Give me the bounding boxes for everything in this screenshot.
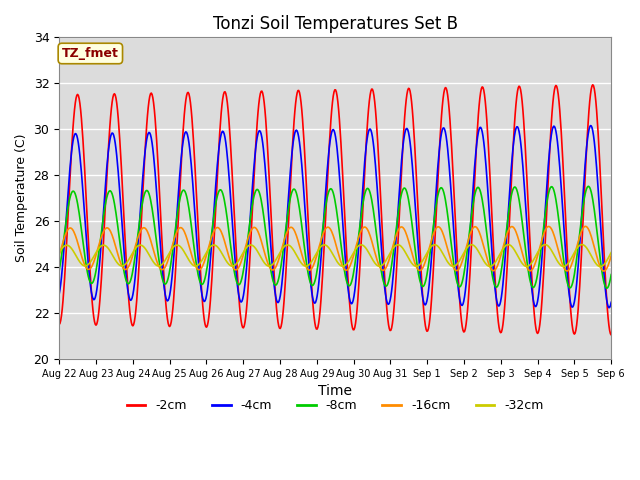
-4cm xyxy=(207,247,215,252)
-2cm xyxy=(403,97,410,103)
-32cm xyxy=(55,250,63,255)
-4cm xyxy=(122,271,130,277)
Line: -2cm: -2cm xyxy=(59,85,611,335)
-4cm xyxy=(587,123,595,129)
-2cm xyxy=(178,145,186,151)
Line: -4cm: -4cm xyxy=(59,126,611,308)
-8cm xyxy=(419,284,426,289)
-16cm xyxy=(600,268,607,274)
-16cm xyxy=(122,266,130,272)
-4cm xyxy=(55,291,63,297)
-16cm xyxy=(55,252,63,258)
-16cm xyxy=(582,224,589,229)
-2cm xyxy=(607,332,615,338)
X-axis label: Time: Time xyxy=(318,384,352,398)
-2cm xyxy=(55,322,63,327)
Legend: -2cm, -4cm, -8cm, -16cm, -32cm: -2cm, -4cm, -8cm, -16cm, -32cm xyxy=(122,394,548,417)
-32cm xyxy=(122,261,130,266)
-32cm xyxy=(607,250,615,255)
-4cm xyxy=(403,126,410,132)
-8cm xyxy=(207,234,215,240)
-32cm xyxy=(596,264,604,269)
-16cm xyxy=(65,226,73,231)
-8cm xyxy=(603,285,611,291)
Line: -32cm: -32cm xyxy=(59,245,611,266)
-16cm xyxy=(607,253,615,259)
-4cm xyxy=(65,175,73,181)
-8cm xyxy=(55,268,63,274)
-2cm xyxy=(122,253,130,259)
Title: Tonzi Soil Temperatures Set B: Tonzi Soil Temperatures Set B xyxy=(212,15,458,33)
-32cm xyxy=(419,258,426,264)
-4cm xyxy=(605,305,612,311)
-32cm xyxy=(65,243,73,249)
-2cm xyxy=(65,192,73,197)
Text: TZ_fmet: TZ_fmet xyxy=(62,47,119,60)
-16cm xyxy=(403,231,410,237)
-32cm xyxy=(578,242,586,248)
Line: -16cm: -16cm xyxy=(59,227,611,271)
-8cm xyxy=(403,187,410,193)
Line: -8cm: -8cm xyxy=(59,186,611,288)
-8cm xyxy=(65,199,73,204)
-2cm xyxy=(589,82,596,88)
-4cm xyxy=(178,147,186,153)
-16cm xyxy=(207,236,215,241)
-2cm xyxy=(207,287,215,293)
-32cm xyxy=(178,246,186,252)
-8cm xyxy=(607,272,615,277)
-4cm xyxy=(607,300,615,305)
-4cm xyxy=(419,292,426,298)
-2cm xyxy=(419,289,426,295)
-16cm xyxy=(419,266,426,272)
-32cm xyxy=(403,251,410,257)
-8cm xyxy=(178,189,186,195)
-32cm xyxy=(207,243,215,249)
-16cm xyxy=(178,225,186,231)
-8cm xyxy=(584,183,592,189)
Y-axis label: Soil Temperature (C): Soil Temperature (C) xyxy=(15,134,28,263)
-8cm xyxy=(122,277,130,283)
